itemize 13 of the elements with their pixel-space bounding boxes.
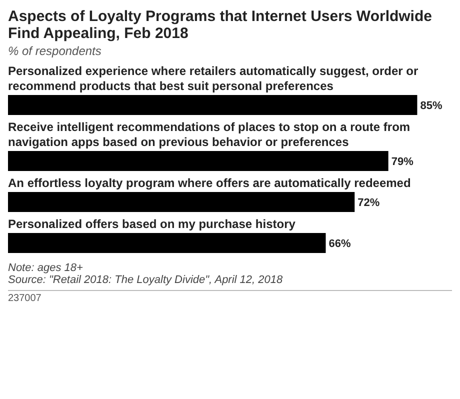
y-tick-label: An effortless loyalty program where offers are automatically redeemed [8, 176, 412, 191]
data-label: 72% [358, 196, 380, 209]
y-tick-label: Receive intelligent recommendations of places to stop on a route from navigation apps based on previous behavior or preferences [8, 120, 412, 150]
chart-title: Aspects of Loyalty Programs that Internet Users Worldwide Find Appealing, Feb 2018 [8, 8, 433, 42]
annotation: Note: ages 18+ [8, 262, 84, 274]
y-tick-label: Personalized offers based on my purchase history [8, 217, 296, 232]
data-label: 66% [328, 238, 351, 250]
source-note: Source: "Retail 2018: The Loyalty Divide", April 12, 2018 [8, 274, 284, 286]
chart-subtitle: % of respondents [8, 44, 102, 58]
y-tick-label: Personalized experience where retailers automatically suggest, order or recommend products that best suit personal preferences [8, 64, 420, 94]
text: 237007 [8, 292, 42, 304]
data-label: 85% [420, 100, 442, 112]
data-label: 79% [391, 156, 414, 168]
